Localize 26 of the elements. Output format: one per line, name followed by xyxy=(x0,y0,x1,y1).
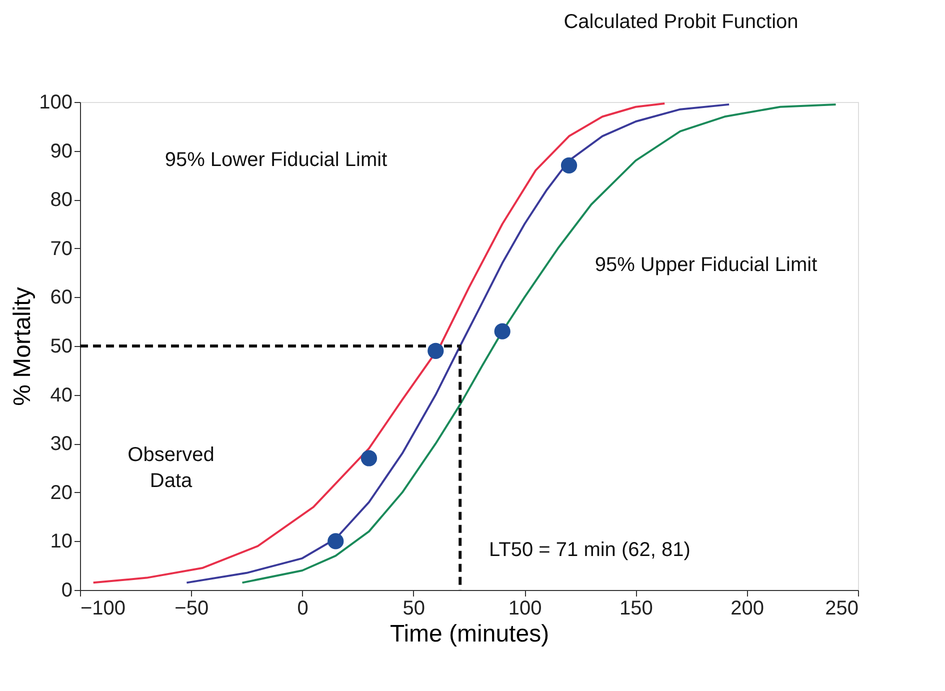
x-tick-label: 200 xyxy=(730,598,764,620)
y-tick-label: 60 xyxy=(50,286,72,309)
x-axis-title: Time (minutes) xyxy=(390,620,550,648)
x-tick-label: −100 xyxy=(80,598,126,620)
annotation: LT50 = 71 min (62, 81) xyxy=(489,539,690,561)
x-tick-label: 100 xyxy=(508,598,542,620)
y-axis-title: % Mortality xyxy=(9,287,36,406)
y-tick-label: 100 xyxy=(39,92,72,114)
x-tick-label: 150 xyxy=(620,598,653,620)
text: Calculated Probit Function xyxy=(564,11,798,33)
x-tick-label: 0 xyxy=(297,598,308,620)
annotation: Observed Data xyxy=(128,444,214,492)
annotation: 95% Lower Fiducial Limit xyxy=(164,149,388,171)
y-tick-label: 80 xyxy=(50,189,72,212)
y-tick-label: 20 xyxy=(50,482,72,504)
y-tick-label: 90 xyxy=(50,140,72,162)
x-tick-label: −50 xyxy=(174,598,209,620)
y-tick-label: 30 xyxy=(50,433,72,456)
x-tick-label: 50 xyxy=(402,598,426,620)
x-tick-label: 250 xyxy=(825,598,858,620)
y-tick-label: 50 xyxy=(50,336,72,358)
y-tick-label: 10 xyxy=(50,530,72,553)
annotation: 95% Upper Fiducial Limit xyxy=(594,254,818,276)
y-tick-label: 70 xyxy=(50,238,72,260)
y-tick-label: 0 xyxy=(61,580,72,602)
y-tick-label: 40 xyxy=(50,384,72,406)
